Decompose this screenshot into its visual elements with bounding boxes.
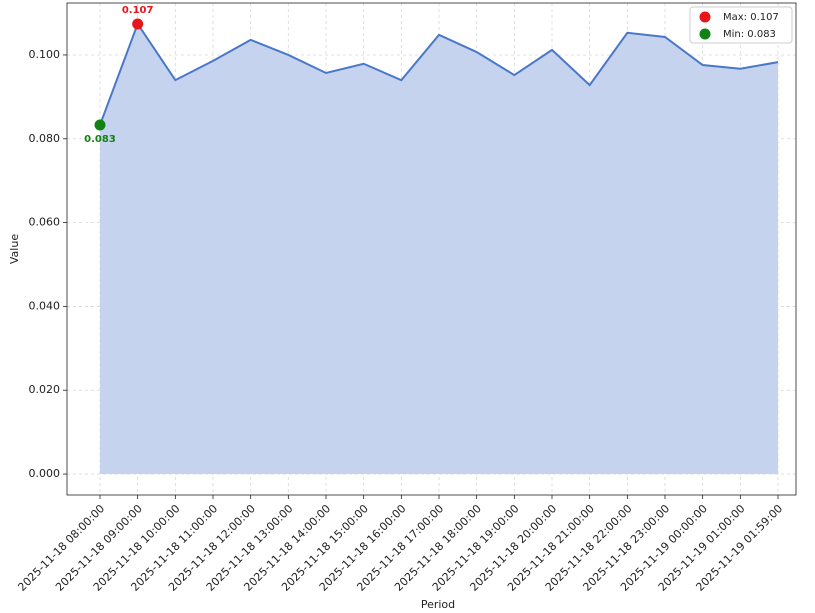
y-tick-label: 0.040 (29, 299, 61, 312)
marker (132, 18, 144, 30)
line (99, 21, 779, 126)
y-tick-label: 0.060 (29, 216, 61, 229)
marker-label: 0.107 (122, 5, 154, 16)
y-axis-label: Value (8, 234, 21, 264)
legend-swatch (699, 11, 711, 23)
legend-swatch (699, 28, 711, 40)
legend-box (689, 6, 793, 44)
y-tick-label: 0.020 (29, 383, 61, 396)
x-axis-label: Period (421, 598, 455, 611)
y-tick-label: 0.100 (29, 48, 61, 61)
y-tick-label: 0.080 (29, 132, 61, 145)
area-fill (100, 23, 778, 475)
plot-frame (66, 2, 797, 496)
legend-label: Min: 0.083 (723, 29, 776, 40)
y-tick-label: 0.000 (29, 467, 61, 480)
marker (94, 119, 106, 131)
marker-label: 0.083 (84, 134, 116, 145)
legend-label: Max: 0.107 (723, 12, 779, 23)
